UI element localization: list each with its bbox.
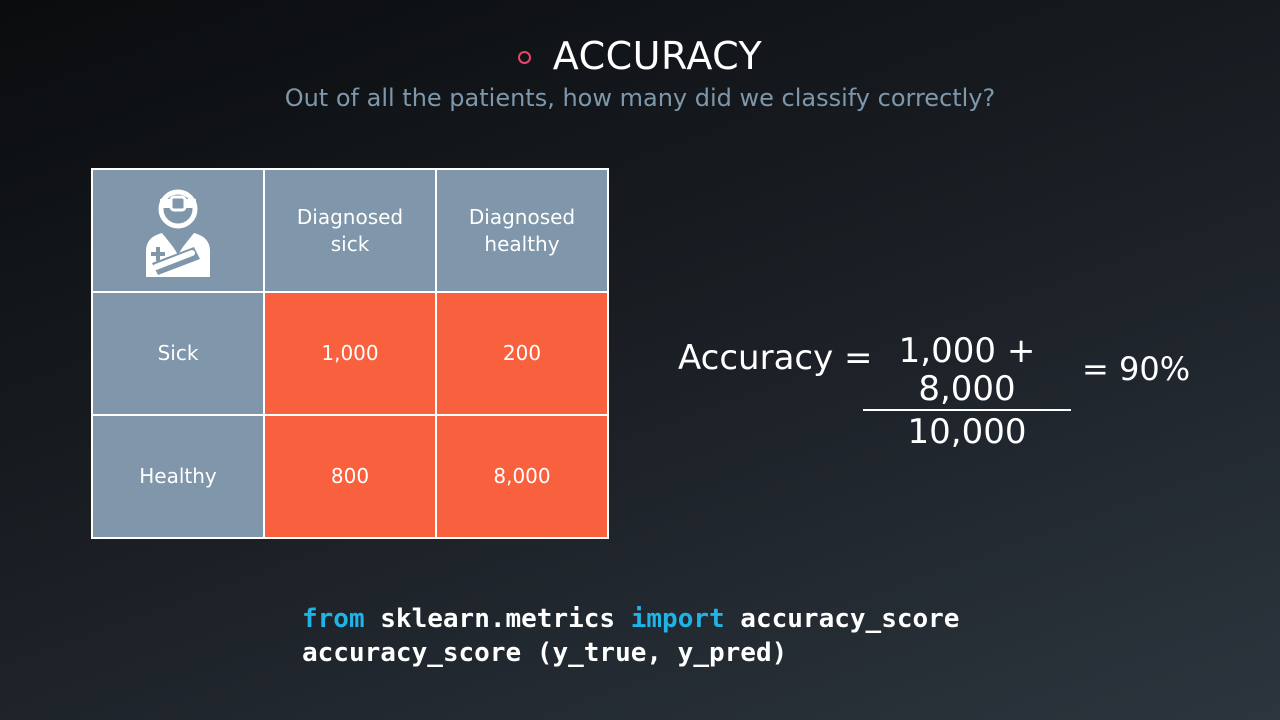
slide-subtitle: Out of all the patients, how many did we… <box>284 84 996 112</box>
bullet-ring-icon <box>517 50 531 64</box>
cell-false-positive: 800 <box>263 414 437 539</box>
title-row: ACCURACY <box>0 34 1280 78</box>
cell-false-negative: 200 <box>435 291 609 416</box>
code-call-line: accuracy_score (y_true, y_pred) <box>302 638 788 668</box>
code-module: sklearn.metrics <box>364 604 631 634</box>
formula-result: = 90% <box>1082 350 1191 388</box>
col-header-label: Diagnosed healthy <box>468 204 576 256</box>
formula-fraction: 1,000 + 8,000 10,000 <box>863 332 1071 451</box>
slide-title: ACCURACY <box>552 34 763 78</box>
matrix-row-healthy: Healthy 800 8,000 <box>91 414 609 539</box>
matrix-header-row: Diagnosed sick Diagnosed healthy <box>91 168 609 293</box>
formula-lhs: Accuracy = <box>678 338 873 378</box>
cell-true-positive: 1,000 <box>263 291 437 416</box>
formula-numerator: 1,000 + 8,000 <box>898 331 1036 409</box>
col-header-label: Diagnosed sick <box>296 204 404 256</box>
code-keyword-from: from <box>302 604 365 634</box>
col-header-diagnosed-sick: Diagnosed sick <box>263 168 437 293</box>
row-label-healthy: Healthy <box>91 414 265 539</box>
doctor-icon <box>146 189 210 277</box>
row-label-sick: Sick <box>91 291 265 416</box>
cell-true-negative: 8,000 <box>435 414 609 539</box>
code-import-name: accuracy_score <box>724 604 960 634</box>
fraction-bar <box>863 409 1071 411</box>
code-keyword-import: import <box>630 604 725 634</box>
matrix-row-sick: Sick 1,000 200 <box>91 291 609 416</box>
confusion-matrix: Diagnosed sick Diagnosed healthy Sick 1,… <box>91 168 609 539</box>
code-snippet: from sklearn.metrics import accuracy_sco… <box>302 602 959 670</box>
col-header-diagnosed-healthy: Diagnosed healthy <box>435 168 609 293</box>
matrix-corner-cell <box>91 168 265 293</box>
formula-denominator: 10,000 <box>907 412 1027 452</box>
